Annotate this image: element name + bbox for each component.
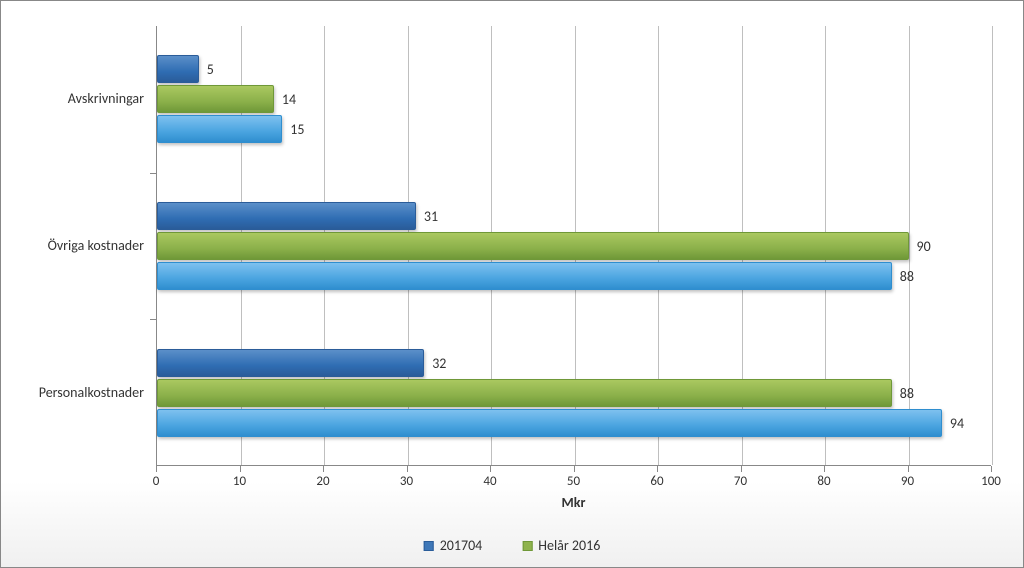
bar (157, 115, 282, 143)
x-tick-label: 30 (400, 474, 413, 489)
bar-value-label: 14 (282, 91, 296, 108)
legend-swatch (522, 541, 532, 551)
x-tick-label: 70 (734, 474, 747, 489)
bar-value-label: 90 (917, 238, 931, 255)
bar-value-label: 88 (900, 268, 914, 285)
x-tick-mark (741, 466, 742, 472)
x-tick-label: 80 (817, 474, 830, 489)
bar-value-label: 31 (424, 208, 438, 225)
category-label: Personalkostnader (39, 384, 144, 401)
bar (157, 85, 274, 113)
bar-value-label: 15 (290, 121, 304, 138)
x-tick-mark (323, 466, 324, 472)
x-tick-label: 90 (901, 474, 914, 489)
bar (157, 202, 416, 230)
x-tick-mark (574, 466, 575, 472)
x-axis-title: Mkr (562, 494, 586, 511)
bar (157, 349, 424, 377)
bar (157, 379, 892, 407)
category-label: Avskrivningar (68, 90, 144, 107)
bar-value-label: 94 (950, 415, 964, 432)
bar (157, 409, 942, 437)
x-tick-label: 10 (233, 474, 246, 489)
x-tick-label: 100 (981, 474, 1001, 489)
category-label: Övriga kostnader (48, 237, 144, 254)
x-tick-mark (407, 466, 408, 472)
y-tick-mark (150, 319, 156, 320)
x-tick-mark (240, 466, 241, 472)
legend-swatch (424, 541, 434, 551)
bar (157, 262, 892, 290)
x-tick-mark (908, 466, 909, 472)
legend-item: Helår 2016 (522, 537, 600, 554)
bar-value-label: 32 (432, 355, 446, 372)
chart-container: 51415319088328894 201704Helår 2016 01020… (0, 0, 1024, 568)
legend-item: 201704 (424, 537, 483, 554)
legend-label: Helår 2016 (538, 537, 600, 554)
x-tick-mark (657, 466, 658, 472)
x-tick-mark (490, 466, 491, 472)
x-tick-mark (991, 466, 992, 472)
bar (157, 232, 909, 260)
bar (157, 55, 199, 83)
legend-label: 201704 (440, 537, 483, 554)
grid-line (992, 26, 993, 465)
plot-area: 51415319088328894 (156, 26, 991, 466)
x-tick-label: 40 (483, 474, 496, 489)
bar-value-label: 5 (207, 61, 214, 78)
x-tick-mark (824, 466, 825, 472)
legend: 201704 Helår 2016 (424, 537, 601, 554)
x-tick-mark (156, 466, 157, 472)
y-tick-mark (150, 173, 156, 174)
x-tick-label: 60 (650, 474, 663, 489)
x-tick-label: 50 (567, 474, 580, 489)
x-tick-label: 20 (316, 474, 329, 489)
bar-value-label: 88 (900, 385, 914, 402)
x-tick-label: 0 (153, 474, 160, 489)
